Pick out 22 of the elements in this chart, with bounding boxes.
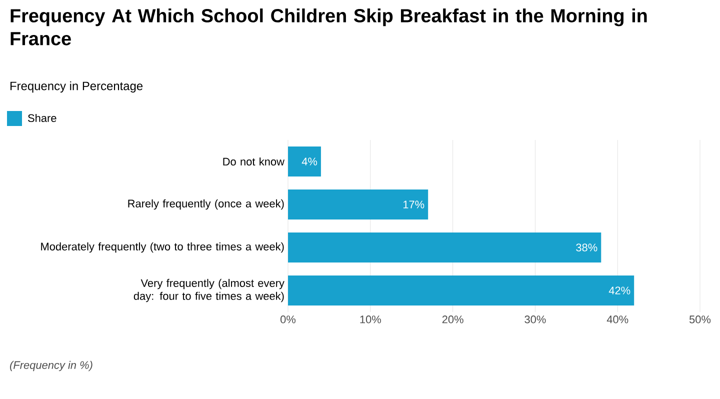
data-label: 4% <box>302 158 318 166</box>
x-tick-label: 50% <box>689 316 711 324</box>
x-tick-label: 40% <box>606 316 628 324</box>
data-label: 42% <box>608 286 630 294</box>
data-label: 17% <box>403 200 424 208</box>
text: (Frequency in %) <box>10 360 92 372</box>
y-tick-label: Do not know <box>223 157 284 166</box>
x-tick-label: 10% <box>360 316 381 324</box>
x-tick-label: 0% <box>280 316 296 324</box>
bar <box>288 146 321 176</box>
bar <box>288 276 634 306</box>
y-tick-label: Moderately frequently (two to three times a week) <box>41 242 284 253</box>
y-tick-label: Very frequently (almost every day: four to five times a week) <box>134 278 284 302</box>
data-label: 38% <box>576 244 598 252</box>
chart-title: Frequency At Which School Children Skip Breakfast in the Morning in France <box>10 8 647 46</box>
legend-label: Share <box>28 114 56 122</box>
x-tick-label: 20% <box>442 316 464 324</box>
text: Frequency in Percentage <box>10 81 143 93</box>
bar <box>288 190 428 220</box>
y-tick-label: Rarely frequently (once a week) <box>128 199 284 210</box>
bar <box>288 232 602 262</box>
x-tick-label: 30% <box>524 316 546 324</box>
